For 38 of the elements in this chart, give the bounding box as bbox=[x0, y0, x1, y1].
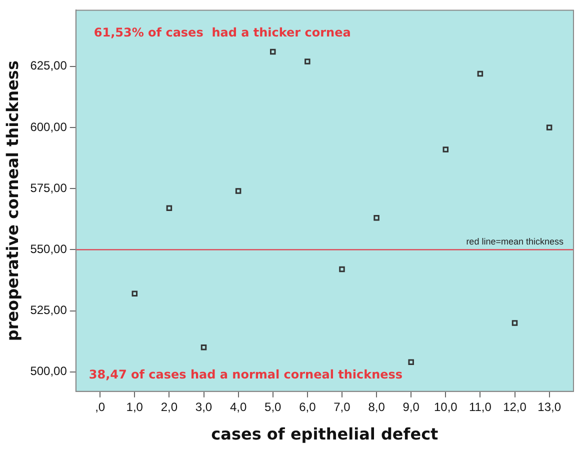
x-tick-label: 11,0 bbox=[468, 400, 492, 414]
x-tick-label: 3,0 bbox=[195, 400, 212, 414]
y-tick-label: 500,00 bbox=[30, 364, 68, 378]
y-tick-label: 625,00 bbox=[30, 58, 68, 73]
x-tick-label: 1,0 bbox=[126, 400, 144, 414]
x-tick-label: 10,0 bbox=[434, 400, 458, 414]
y-axis-title: preoperative corneal thickness bbox=[2, 60, 22, 342]
point bbox=[132, 290, 138, 297]
annotation: 61,53% of cases had a thicker cornea bbox=[94, 25, 351, 40]
y-tick-label: 575,00 bbox=[30, 180, 68, 195]
point bbox=[408, 359, 414, 365]
point bbox=[235, 188, 242, 194]
y-tick-label: 525,00 bbox=[30, 303, 68, 318]
point bbox=[304, 58, 310, 64]
point bbox=[166, 205, 172, 211]
annotation: 38,47 of cases had a normal corneal thickness bbox=[88, 368, 403, 382]
point bbox=[477, 70, 484, 77]
y-tick-label: 600,00 bbox=[30, 120, 68, 134]
x-tick-label: 7,0 bbox=[334, 400, 351, 414]
x-tick-label: 8,0 bbox=[368, 400, 386, 414]
x-tick-label: ,0 bbox=[95, 400, 106, 414]
point bbox=[546, 124, 552, 130]
ref-line-label: red line=mean thickness bbox=[466, 236, 564, 247]
x-tick-label: 4,0 bbox=[230, 400, 247, 414]
x-tick-label: 13,0 bbox=[538, 400, 562, 414]
x-tick-label: 2,0 bbox=[160, 400, 178, 414]
x-axis-title: cases of epithelial defect bbox=[211, 424, 439, 444]
point bbox=[270, 48, 276, 55]
point bbox=[200, 344, 207, 350]
x-tick-label: 12,0 bbox=[503, 400, 527, 414]
point bbox=[339, 266, 345, 272]
x-tick-label: 5,0 bbox=[264, 400, 282, 414]
point bbox=[512, 320, 518, 326]
y-tick-label: 550,00 bbox=[30, 242, 68, 256]
point bbox=[374, 215, 380, 221]
x-tick-label: 9,0 bbox=[402, 400, 420, 414]
x-tick-label: 6,0 bbox=[299, 400, 316, 414]
point bbox=[442, 146, 449, 152]
